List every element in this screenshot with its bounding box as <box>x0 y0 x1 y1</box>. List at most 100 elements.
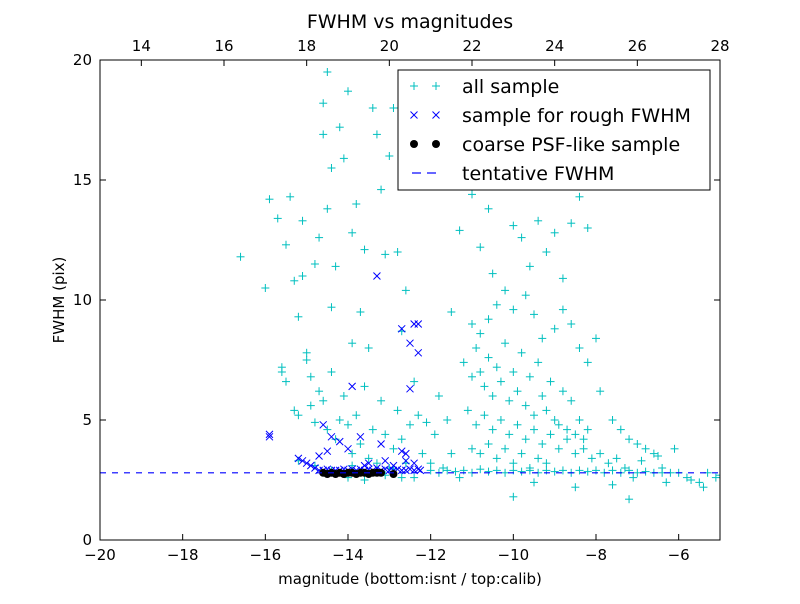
data-point <box>389 444 398 453</box>
data-point <box>641 444 650 453</box>
data-point <box>273 214 282 223</box>
marker-stroke <box>432 111 440 119</box>
data-point <box>587 454 596 463</box>
marker-stroke <box>265 432 274 441</box>
data-point <box>418 449 427 458</box>
x-tick-label: −14 <box>332 546 364 564</box>
x-tick-label: −6 <box>668 546 690 564</box>
data-point <box>608 480 617 489</box>
data-point <box>298 456 307 465</box>
data-point <box>344 444 352 453</box>
data-point <box>447 308 456 316</box>
data-point <box>575 344 584 352</box>
data-point <box>294 411 303 420</box>
data-point <box>509 221 518 230</box>
data-point <box>356 440 365 448</box>
data-point <box>563 425 572 434</box>
data-point <box>563 435 572 444</box>
data-point <box>406 420 414 429</box>
x-tick-label: −8 <box>585 546 607 564</box>
data-point <box>662 478 671 487</box>
marker-stroke <box>414 348 423 357</box>
data-point <box>625 495 634 504</box>
data-point <box>397 473 406 482</box>
data-point <box>323 447 332 456</box>
data-point <box>501 444 510 453</box>
data-point <box>265 195 274 204</box>
data-point <box>567 396 576 405</box>
data-point <box>558 466 567 475</box>
marker-stroke <box>406 384 414 393</box>
data-point <box>525 372 534 381</box>
data-point <box>654 452 662 460</box>
data-point <box>488 425 497 434</box>
x-tick-label: −18 <box>167 546 199 564</box>
data-point <box>558 305 567 314</box>
x-tick-label: −10 <box>498 546 530 564</box>
data-point <box>596 449 605 458</box>
data-point <box>439 464 448 472</box>
data-point <box>505 430 514 439</box>
data-point <box>377 396 386 405</box>
data-point <box>315 452 323 460</box>
data-point <box>282 240 290 249</box>
marker-stroke <box>265 430 274 439</box>
data-point <box>583 224 592 232</box>
data-point <box>521 291 530 300</box>
data-point <box>344 420 352 429</box>
marker-stroke <box>327 432 336 441</box>
y-tick-label: 0 <box>82 531 92 549</box>
data-point <box>517 449 526 458</box>
marker-stroke <box>373 272 381 280</box>
data-point <box>550 416 559 424</box>
data-point <box>426 466 435 475</box>
legend-label: tentative FWHM <box>462 163 614 185</box>
data-point <box>265 432 274 441</box>
data-point <box>682 473 691 482</box>
y-tick-label: 20 <box>73 51 92 69</box>
data-point <box>484 467 493 476</box>
data-point <box>521 435 530 444</box>
data-point <box>517 348 526 357</box>
data-point <box>447 449 456 458</box>
data-point <box>368 425 377 434</box>
data-point <box>525 262 534 271</box>
marker-stroke <box>335 437 344 446</box>
data-point <box>389 104 398 112</box>
data-point <box>530 478 538 487</box>
data-point <box>484 440 493 448</box>
data-point <box>670 444 679 453</box>
data-point <box>501 468 510 477</box>
data-point <box>277 368 286 376</box>
data-point <box>381 250 390 259</box>
marker-dot <box>410 140 418 148</box>
data-point <box>492 300 501 309</box>
y-tick-label: 10 <box>73 291 92 309</box>
marker-stroke <box>389 461 398 470</box>
data-point <box>538 440 547 448</box>
data-point <box>530 411 538 420</box>
data-point <box>546 377 555 386</box>
legend: all sample sample for rough FWHM coarse PS… <box>397 69 711 191</box>
data-point <box>530 310 538 319</box>
data-point <box>534 216 543 225</box>
data-point <box>319 396 328 405</box>
data-point <box>472 420 481 429</box>
data-point <box>319 420 328 429</box>
data-point <box>294 312 303 321</box>
data-point <box>410 459 418 468</box>
data-point <box>348 461 357 470</box>
data-point <box>480 382 489 391</box>
data-point <box>377 440 385 448</box>
data-point <box>306 401 315 410</box>
data-point <box>364 344 373 352</box>
data-point <box>402 456 410 465</box>
data-point <box>509 459 518 468</box>
data-point <box>530 425 538 434</box>
data-point <box>534 454 543 463</box>
data-point <box>410 377 419 386</box>
data-point <box>302 459 311 468</box>
data-point <box>641 467 650 476</box>
data-point <box>422 418 431 427</box>
